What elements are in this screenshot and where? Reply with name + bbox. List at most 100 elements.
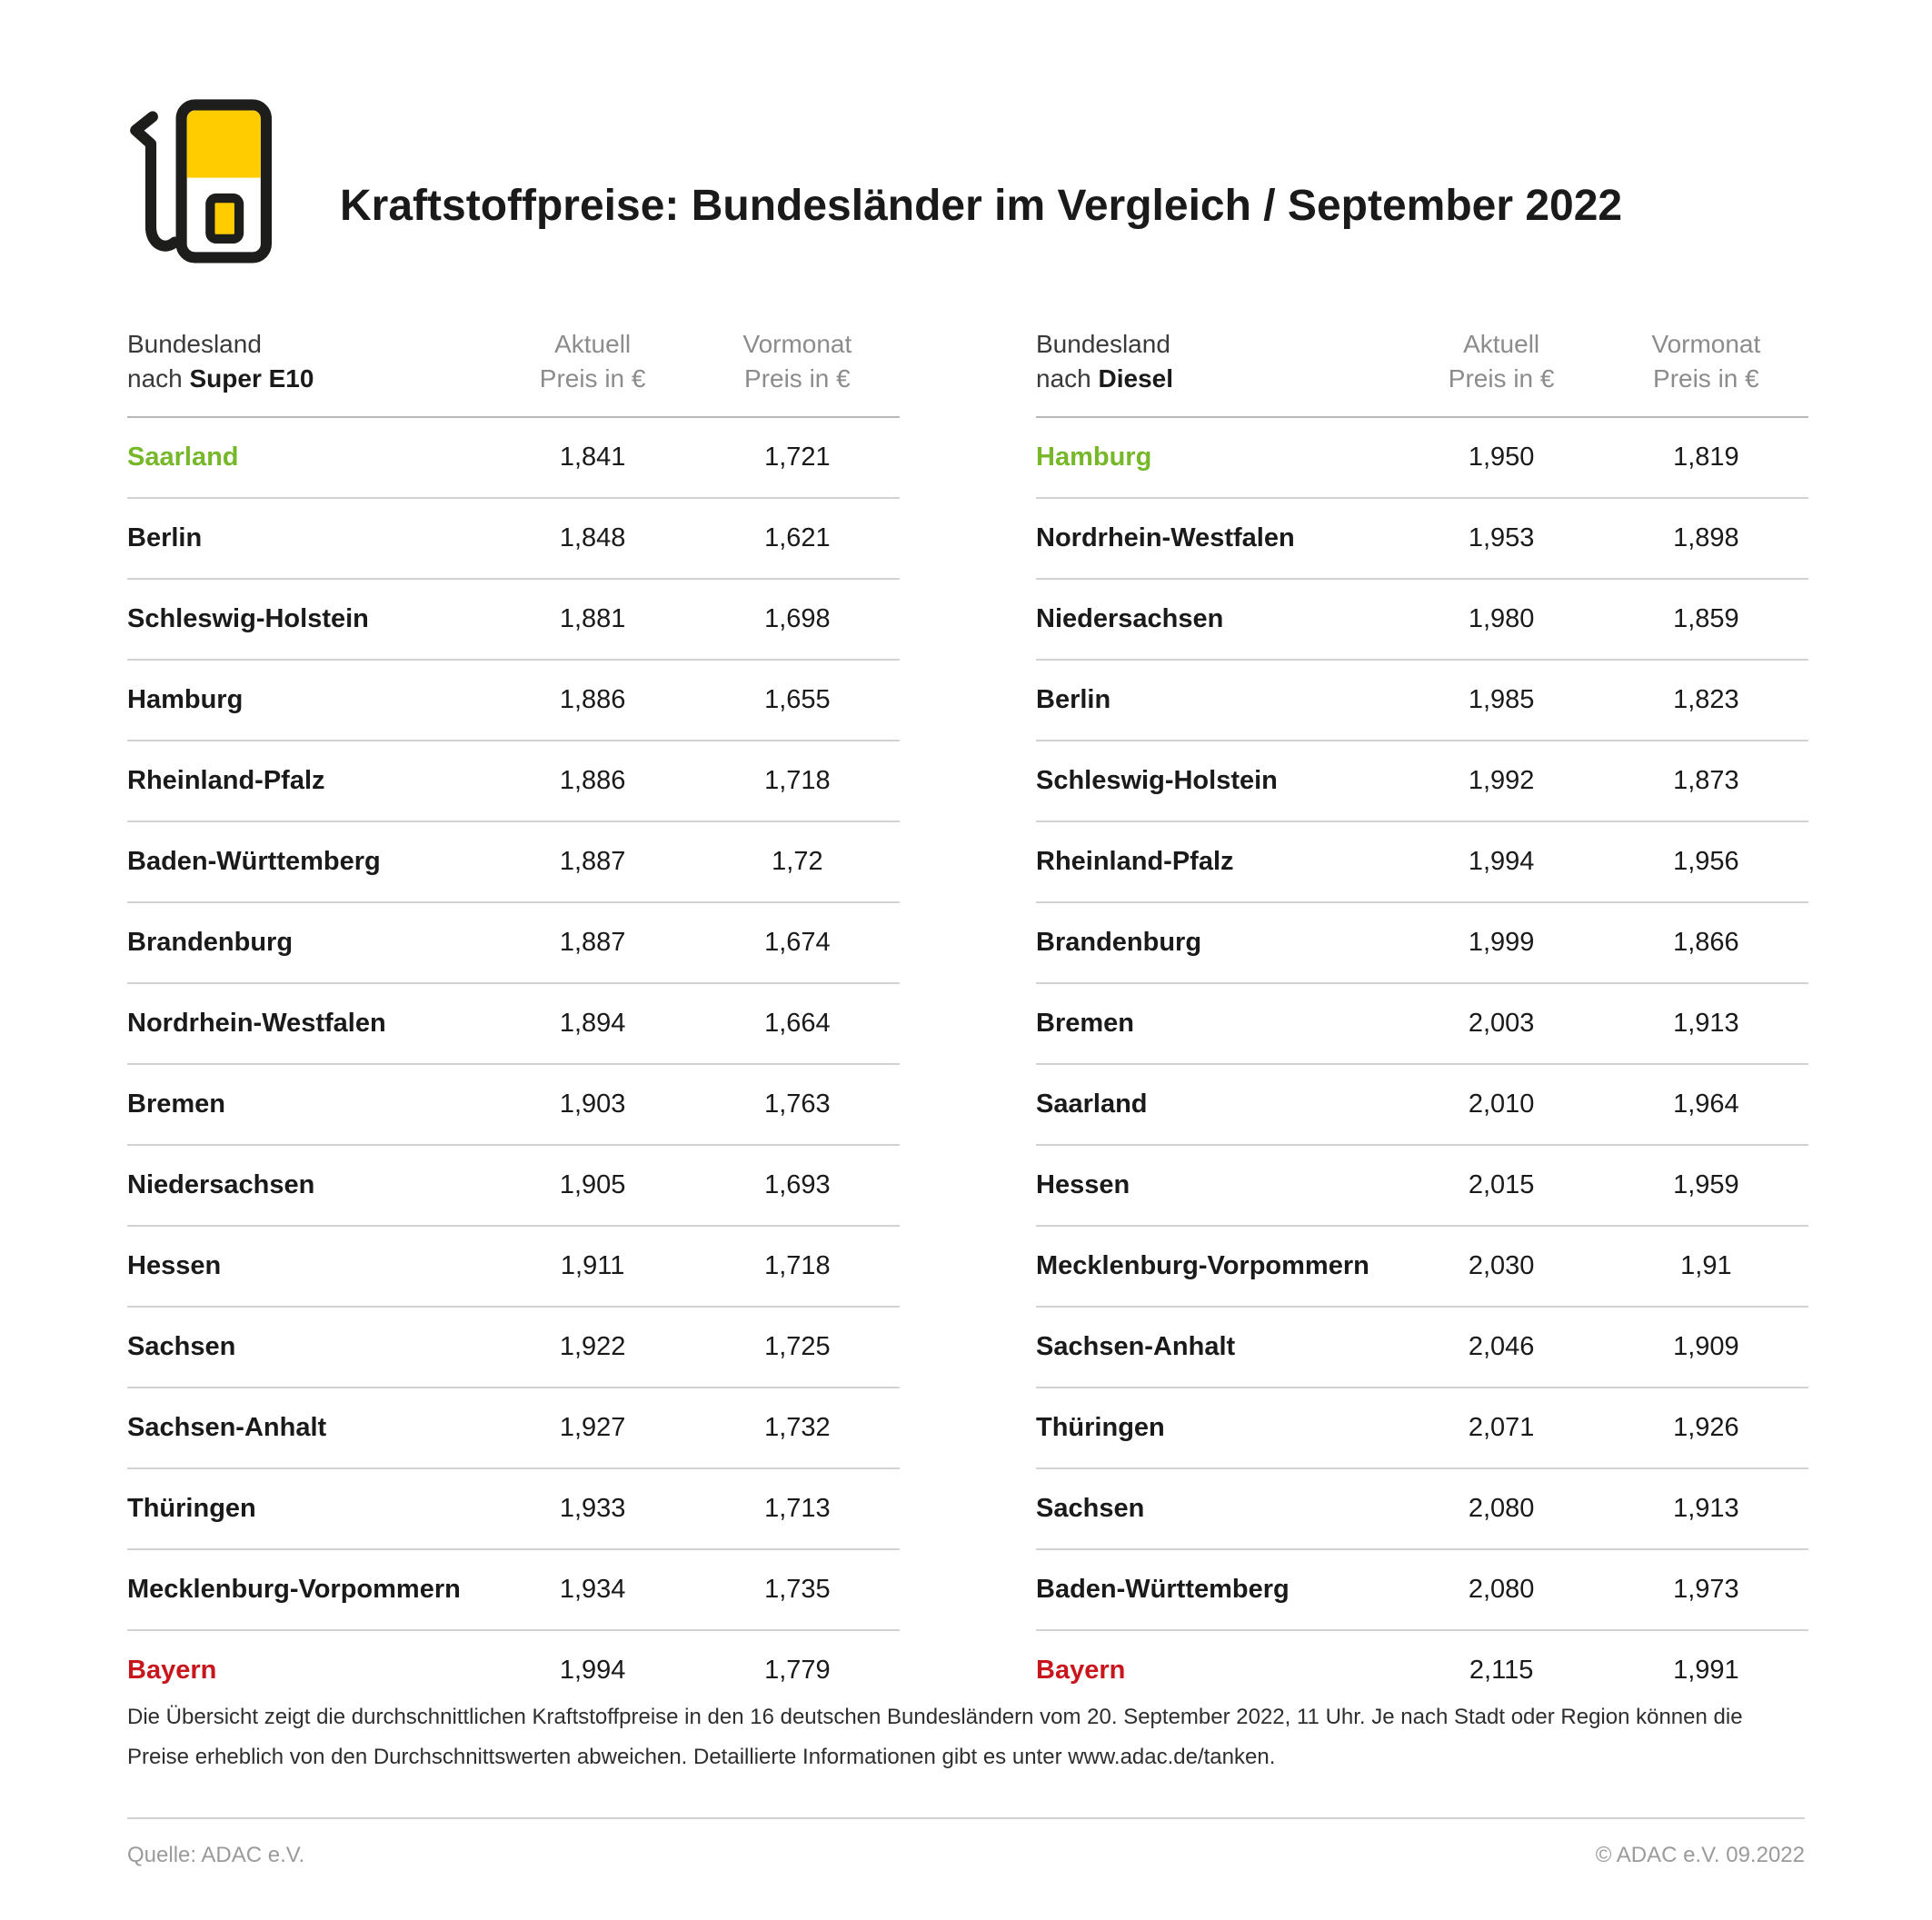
current-price: 1,887 (559, 847, 626, 876)
column-header-line2: nach Diesel (1036, 364, 1173, 393)
table-diesel: Bundesland nach Diesel Aktuell Preis in … (1036, 327, 1808, 1710)
state-name: Hessen (127, 1251, 222, 1280)
state-name: Brandenburg (127, 928, 294, 957)
current-price: 1,886 (559, 766, 626, 795)
state-name: Niedersachsen (127, 1170, 315, 1199)
table-row: Hamburg 1,950 1,819 (1036, 418, 1808, 499)
previous-month-price: 1,898 (1673, 523, 1739, 552)
table-row: Hessen 1,911 1,718 (127, 1227, 900, 1308)
previous-month-price: 1,718 (764, 766, 831, 795)
table-row: Thüringen 1,933 1,713 (127, 1469, 900, 1550)
previous-month-price: 1,859 (1673, 604, 1739, 633)
table-row: Mecklenburg-Vorpommern 2,030 1,91 (1036, 1227, 1808, 1308)
current-price: 2,015 (1468, 1170, 1535, 1199)
current-price: 1,934 (559, 1575, 626, 1604)
previous-month-price: 1,725 (764, 1332, 831, 1361)
table-body: Saarland 1,841 1,721 Berlin 1,848 1,621 Schles… (127, 418, 900, 1710)
previous-month-price: 1,823 (1673, 685, 1739, 714)
state-name: Saarland (127, 443, 239, 472)
previous-month-price: 1,732 (764, 1413, 831, 1442)
state-name: Hamburg (1036, 443, 1152, 472)
previous-month-price: 1,621 (764, 523, 831, 552)
column-header-bundesland: Bundesland nach Diesel (1036, 327, 1399, 396)
state-name: Baden-Württemberg (127, 847, 381, 876)
table-row: Brandenburg 1,887 1,674 (127, 903, 900, 984)
table-row: Schleswig-Holstein 1,992 1,873 (1036, 741, 1808, 822)
previous-month-price: 1,909 (1673, 1332, 1739, 1361)
previous-month-price: 1,873 (1673, 766, 1739, 795)
state-name: Berlin (1036, 685, 1111, 714)
current-price: 1,933 (559, 1494, 626, 1523)
column-header-bundesland: Bundesland nach Super E10 (127, 327, 491, 396)
previous-month-price: 1,721 (764, 443, 831, 472)
state-name: Brandenburg (1036, 928, 1202, 957)
current-price: 1,922 (559, 1332, 626, 1361)
current-price: 2,003 (1468, 1009, 1535, 1038)
current-price: 1,953 (1468, 523, 1535, 552)
current-price: 1,985 (1468, 685, 1535, 714)
current-price: 2,046 (1468, 1332, 1535, 1361)
column-header-vormonat: Vormonat Preis in € (742, 330, 852, 393)
table-row: Brandenburg 1,999 1,866 (1036, 903, 1808, 984)
current-price: 1,994 (559, 1656, 626, 1685)
table-row: Sachsen-Anhalt 2,046 1,909 (1036, 1308, 1808, 1388)
table-header: Bundesland nach Diesel Aktuell Preis in … (1036, 327, 1808, 418)
column-header-aktuell: Aktuell Preis in € (539, 330, 646, 393)
state-name: Sachsen-Anhalt (127, 1413, 327, 1442)
previous-month-price: 1,973 (1673, 1575, 1739, 1604)
footer: Quelle: ADAC e.V. © ADAC e.V. 09.2022 (127, 1843, 1805, 1868)
table-row: Bremen 1,903 1,763 (127, 1065, 900, 1146)
state-name: Baden-Württemberg (1036, 1575, 1290, 1604)
current-price: 1,905 (559, 1170, 626, 1199)
table-row: Nordrhein-Westfalen 1,953 1,898 (1036, 499, 1808, 580)
current-price: 1,848 (559, 523, 626, 552)
state-name: Rheinland-Pfalz (1036, 847, 1234, 876)
state-name: Bremen (1036, 1009, 1134, 1038)
current-price: 1,950 (1468, 443, 1535, 472)
table-row: Nordrhein-Westfalen 1,894 1,664 (127, 984, 900, 1065)
table-row: Schleswig-Holstein 1,881 1,698 (127, 580, 900, 661)
column-header-line1: Bundesland (127, 330, 262, 358)
previous-month-price: 1,913 (1673, 1009, 1739, 1038)
table-row: Baden-Württemberg 1,887 1,72 (127, 822, 900, 903)
state-name: Bayern (1036, 1656, 1126, 1685)
copyright-label: © ADAC e.V. 09.2022 (1595, 1843, 1805, 1867)
footnote-text: Die Übersicht zeigt die durchschnittlich… (127, 1705, 1743, 1769)
table-row: Berlin 1,848 1,621 (127, 499, 900, 580)
current-price: 1,911 (560, 1251, 625, 1280)
previous-month-price: 1,718 (764, 1251, 831, 1280)
current-price: 2,115 (1469, 1656, 1534, 1685)
source-label: Quelle: ADAC e.V. (127, 1843, 305, 1867)
previous-month-price: 1,91 (1680, 1251, 1732, 1280)
column-header-vormonat: Vormonat Preis in € (1651, 330, 1761, 393)
current-price: 2,010 (1468, 1089, 1535, 1119)
table-body: Hamburg 1,950 1,819 Nordrhein-Westfalen 1,95… (1036, 418, 1808, 1710)
current-price: 1,881 (559, 604, 626, 633)
fuel-name: Super E10 (189, 364, 314, 393)
current-price: 2,030 (1468, 1251, 1535, 1280)
current-price: 1,999 (1468, 928, 1535, 957)
state-name: Saarland (1036, 1089, 1148, 1119)
table-header: Bundesland nach Super E10 Aktuell Preis … (127, 327, 900, 418)
current-price: 1,927 (559, 1413, 626, 1442)
previous-month-price: 1,655 (764, 685, 831, 714)
previous-month-price: 1,926 (1673, 1413, 1739, 1442)
state-name: Schleswig-Holstein (1036, 766, 1278, 795)
current-price: 1,894 (559, 1009, 626, 1038)
column-header-aktuell: Aktuell Preis in € (1448, 330, 1555, 393)
table-super-e10: Bundesland nach Super E10 Aktuell Preis … (127, 327, 900, 1710)
column-header-line1: Bundesland (1036, 330, 1170, 358)
previous-month-price: 1,674 (764, 928, 831, 957)
state-name: Thüringen (127, 1494, 256, 1523)
table-row: Saarland 2,010 1,964 (1036, 1065, 1808, 1146)
page-title: Kraftstoffpreise: Bundesländer im Vergle… (340, 182, 1623, 230)
fuel-pump-icon (125, 91, 304, 286)
state-name: Sachsen (127, 1332, 236, 1361)
current-price: 2,080 (1468, 1575, 1535, 1604)
table-row: Bayern 1,994 1,779 (127, 1631, 900, 1710)
header: Kraftstoffpreise: Bundesländer im Vergle… (125, 91, 1622, 286)
footer-divider (127, 1817, 1805, 1819)
previous-month-price: 1,698 (764, 604, 831, 633)
state-name: Berlin (127, 523, 203, 552)
previous-month-price: 1,964 (1673, 1089, 1739, 1119)
